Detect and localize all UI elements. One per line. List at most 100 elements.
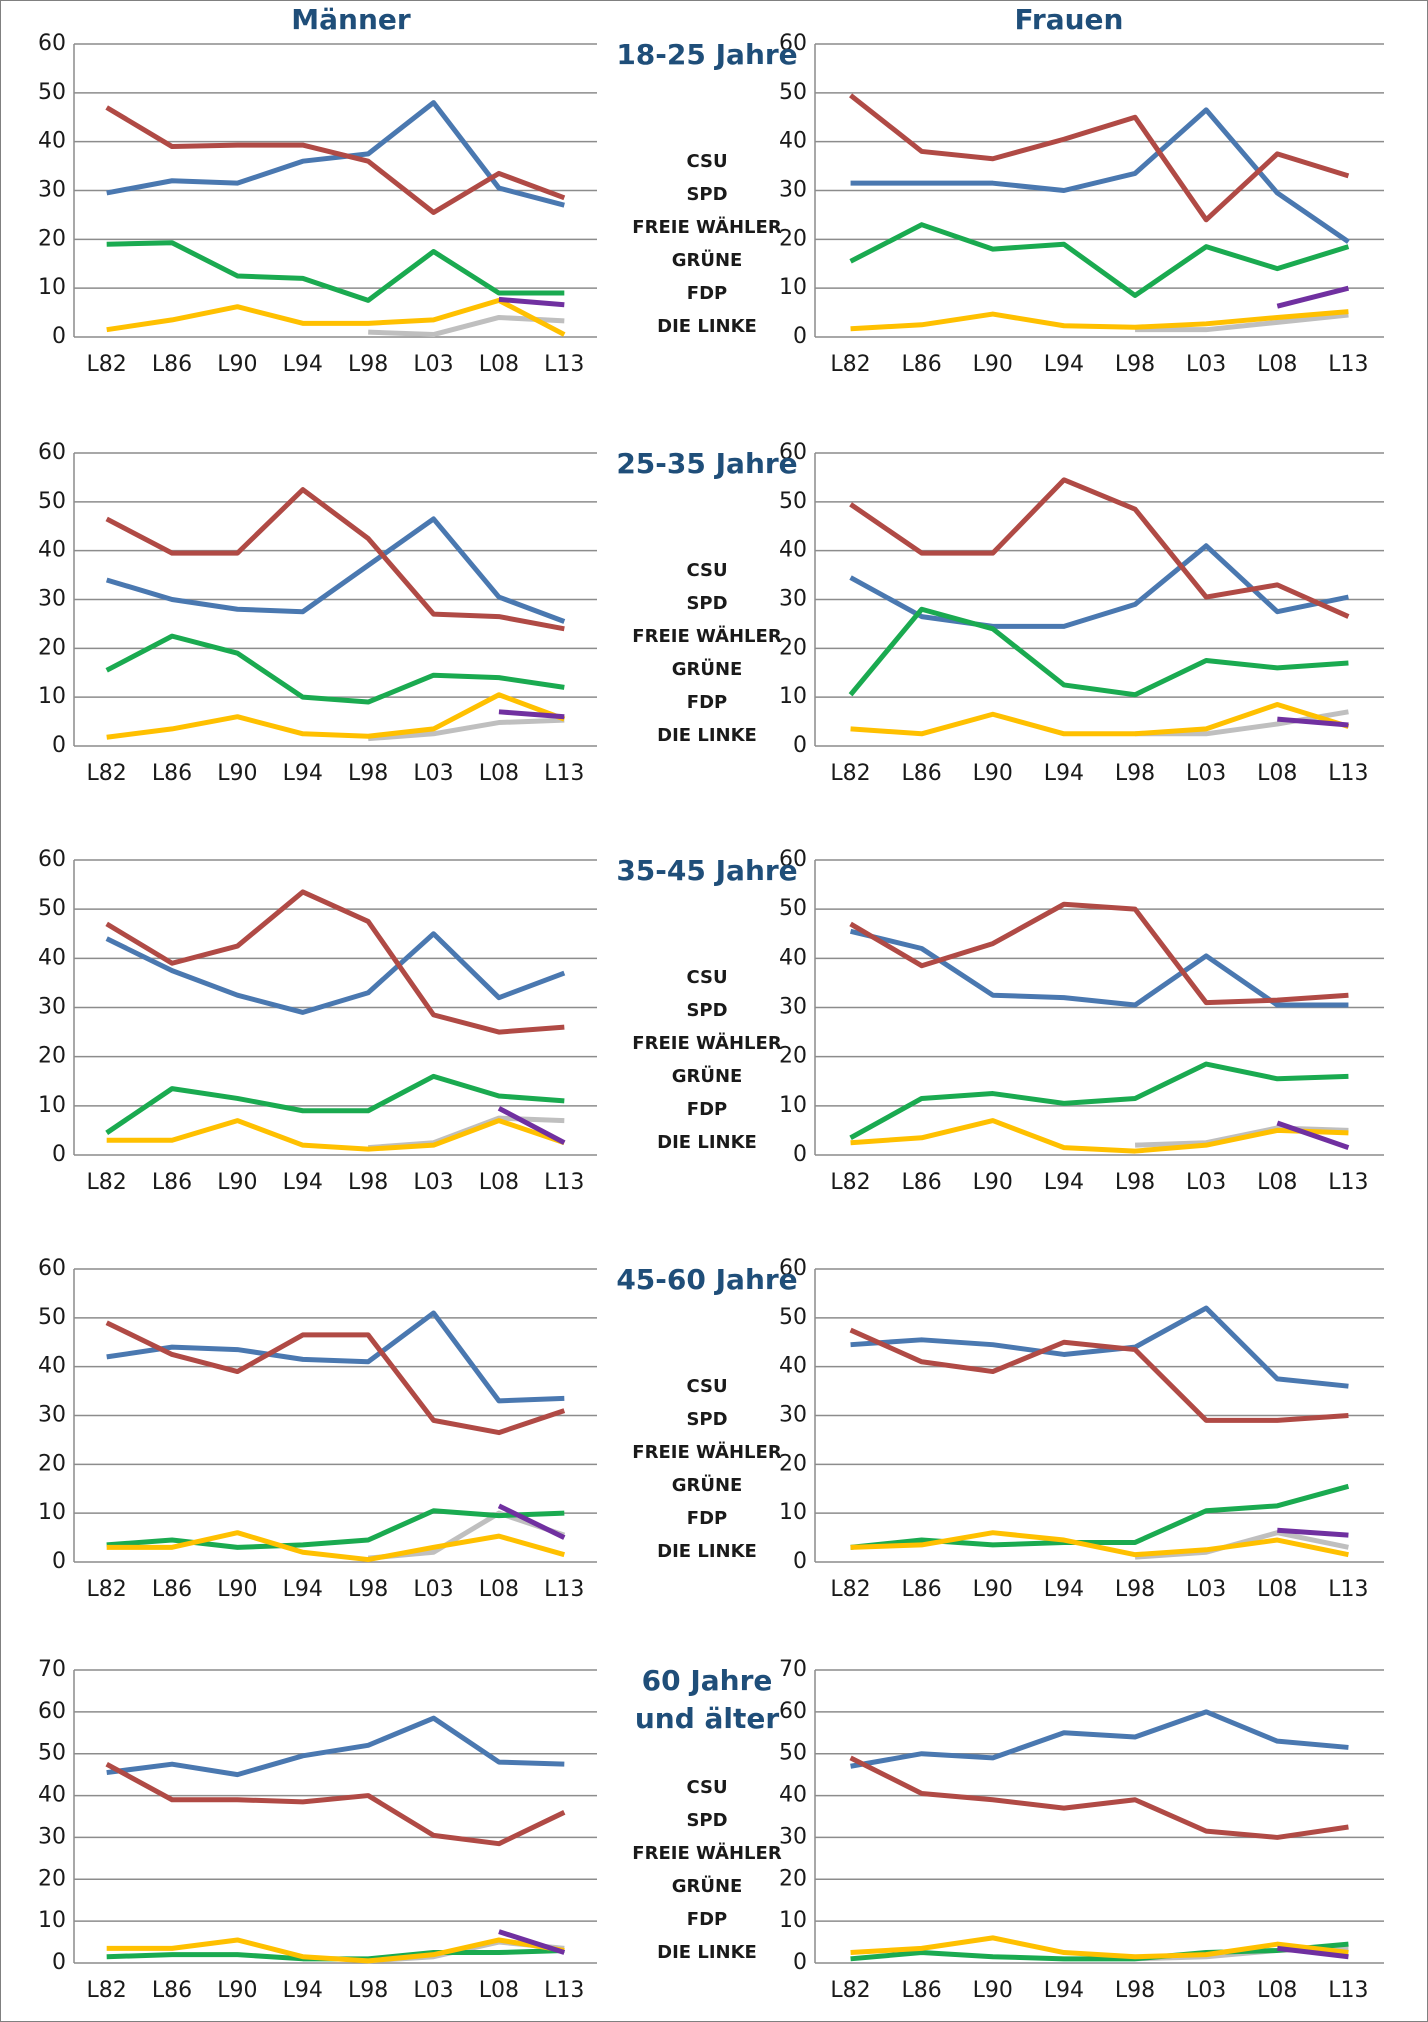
- legend-label: GRÜNE: [672, 1065, 743, 1087]
- age-group-label: 45-60 Jahre: [616, 1263, 798, 1296]
- x-tick-label: L13: [1328, 761, 1368, 786]
- series-line: FREIE WÄHLER: [1135, 312, 1349, 333]
- x-tick-label: L98: [1115, 1978, 1155, 2003]
- legend-label: FREIE WÄHLER: [632, 1441, 782, 1463]
- y-tick-label: 70: [779, 1657, 807, 1682]
- y-tick-label: 30: [38, 587, 66, 612]
- y-tick-label: 70: [38, 1657, 66, 1682]
- series-line: CSU: [850, 107, 1350, 244]
- series-line: [498, 1929, 566, 1955]
- age-group-label: 35-45 Jahre: [616, 854, 798, 887]
- x-tick-label: L82: [830, 761, 870, 786]
- y-tick-label: 30: [38, 995, 66, 1020]
- y-tick-label: 50: [38, 896, 66, 921]
- series-line: [105, 931, 566, 1015]
- x-tick-label: L98: [1115, 352, 1155, 377]
- x-tick-label: L94: [1044, 1978, 1084, 2003]
- series-line: FDP: [850, 1935, 1349, 1960]
- legend-label: CSU: [686, 560, 727, 581]
- x-tick-label: L82: [830, 1170, 870, 1195]
- series-line: [106, 1715, 565, 1778]
- series-line: [105, 516, 566, 624]
- series-line: GRÜNE: [849, 1061, 1349, 1140]
- y-tick-label: 0: [52, 1549, 66, 1574]
- series-line: CSU: [849, 928, 1349, 1008]
- x-tick-label: L03: [413, 1978, 453, 2003]
- y-tick-label: 50: [38, 1305, 66, 1330]
- age-group-label: 25-35 Jahre: [616, 447, 798, 480]
- x-tick-label: L94: [1044, 1170, 1084, 1195]
- x-tick-label: L90: [217, 1978, 257, 2003]
- legend-label: FDP: [687, 692, 727, 713]
- series-line: CSU: [850, 1305, 1349, 1389]
- series-line: [105, 487, 565, 632]
- y-tick-label: 60: [38, 1699, 66, 1724]
- legend-label: GRÜNE: [672, 1875, 743, 1897]
- legend-label: FDP: [687, 1909, 727, 1930]
- y-tick-label: 40: [38, 538, 66, 563]
- y-tick-label: 10: [779, 275, 807, 300]
- series-line: DIE LINKE: [1277, 1945, 1349, 1960]
- legend-label: CSU: [686, 967, 727, 988]
- x-tick-label: L03: [1186, 352, 1226, 377]
- x-tick-label: L08: [479, 1978, 519, 2003]
- x-tick-label: L08: [1257, 1170, 1297, 1195]
- y-tick-label: 30: [779, 1403, 807, 1428]
- x-tick-label: L03: [1186, 1577, 1226, 1602]
- legend-label: FREIE WÄHLER: [632, 216, 782, 238]
- x-tick-label: L82: [87, 1577, 127, 1602]
- y-tick-label: 60: [38, 847, 66, 872]
- y-tick-label: 20: [38, 1451, 66, 1476]
- series-line: GRÜNE: [850, 1941, 1349, 1962]
- y-tick-label: 20: [38, 635, 66, 660]
- x-tick-label: L98: [348, 1577, 388, 1602]
- x-tick-label: L90: [973, 1170, 1013, 1195]
- y-tick-label: 20: [779, 226, 807, 251]
- y-tick-label: 0: [52, 1950, 66, 1975]
- series-line: CSU: [849, 543, 1349, 629]
- x-tick-label: L90: [217, 1170, 257, 1195]
- x-tick-label: L90: [217, 352, 257, 377]
- x-tick-label: L94: [1044, 761, 1084, 786]
- x-tick-label: L03: [413, 761, 453, 786]
- y-tick-label: 40: [779, 129, 807, 154]
- y-tick-label: 50: [779, 489, 807, 514]
- y-tick-label: 60: [779, 440, 807, 465]
- legend-label: FDP: [687, 283, 727, 304]
- x-tick-label: L13: [544, 1170, 584, 1195]
- series-line: GRÜNE: [849, 222, 1350, 298]
- y-tick-label: 60: [779, 31, 807, 56]
- x-tick-label: L86: [152, 761, 192, 786]
- y-tick-label: 30: [779, 587, 807, 612]
- x-tick-label: L98: [348, 1170, 388, 1195]
- x-tick-label: L94: [283, 1170, 323, 1195]
- y-tick-label: 10: [779, 1500, 807, 1525]
- x-tick-label: L08: [1257, 1577, 1297, 1602]
- legend-label: FREIE WÄHLER: [632, 1842, 782, 1864]
- y-tick-label: 60: [779, 1256, 807, 1281]
- y-tick-label: 0: [793, 324, 807, 349]
- x-tick-label: L90: [217, 761, 257, 786]
- series-line: [105, 1320, 566, 1436]
- series-line: [106, 1118, 566, 1152]
- y-tick-label: 10: [38, 1093, 66, 1118]
- series-line: [105, 889, 565, 1035]
- y-tick-label: 40: [779, 538, 807, 563]
- y-tick-label: 0: [793, 1549, 807, 1574]
- x-tick-label: L86: [902, 1577, 942, 1602]
- x-tick-label: L90: [973, 352, 1013, 377]
- series-line: [497, 1503, 566, 1540]
- x-tick-label: L86: [152, 1170, 192, 1195]
- x-tick-label: L94: [283, 1978, 323, 2003]
- x-tick-label: L13: [544, 1577, 584, 1602]
- x-tick-label: L82: [830, 1978, 870, 2003]
- y-tick-label: 30: [779, 995, 807, 1020]
- y-tick-label: 0: [52, 324, 66, 349]
- x-tick-label: L13: [1328, 352, 1368, 377]
- y-tick-label: 60: [38, 31, 66, 56]
- series-line: SPD: [849, 1327, 1349, 1423]
- y-tick-label: 10: [38, 1908, 66, 1933]
- legend-label: DIE LINKE: [657, 1132, 757, 1153]
- series-line: [105, 1073, 565, 1135]
- series-line: [105, 105, 566, 215]
